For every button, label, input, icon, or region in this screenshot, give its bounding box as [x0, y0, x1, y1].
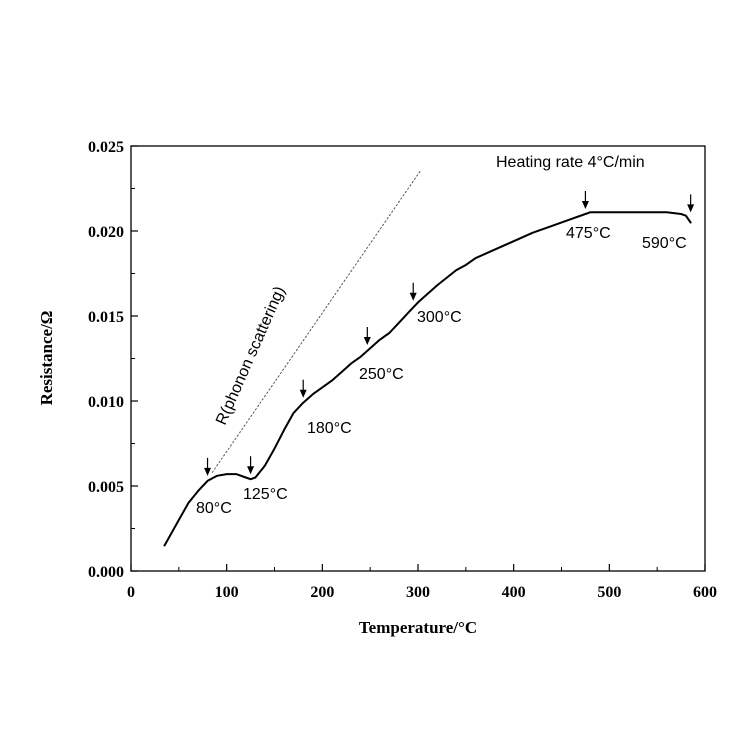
y-tick-labels: 0.000 0.005 0.010 0.015 0.020 0.025 [88, 139, 124, 581]
x-tick-label: 400 [502, 584, 526, 601]
x-axis-title: Temperature/°C [359, 618, 477, 637]
annotation-475c: 475°C [566, 225, 611, 242]
axis-ticks [130, 145, 706, 572]
arrow-head [204, 467, 212, 476]
x-tick-label: 500 [597, 584, 621, 601]
y-tick-label: 0.015 [88, 309, 124, 326]
arrow-head [363, 337, 371, 345]
x-tick-label: 0 [127, 584, 135, 601]
y-axis-title: Resistance/Ω [37, 311, 56, 406]
annotation-300c: 300°C [417, 309, 462, 326]
series-layer [163, 171, 692, 547]
annotation-250c: 250°C [359, 366, 404, 383]
y-tick-label: 0.025 [88, 139, 124, 156]
arrow-head [247, 466, 255, 475]
resistance-curve [163, 211, 692, 547]
annotation-590c: 590°C [642, 235, 687, 252]
x-tick-label: 600 [693, 584, 717, 601]
arrow-head [687, 204, 695, 213]
y-tick-label: 0.000 [88, 564, 124, 581]
arrow-head [299, 389, 307, 398]
annotation-heating-rate: Heating rate 4°C/min [496, 154, 645, 171]
arrow-head [581, 201, 589, 209]
annotation-125c: 125°C [243, 486, 288, 503]
y-tick-label: 0.005 [88, 479, 124, 496]
x-tick-label: 200 [310, 584, 334, 601]
y-tick-label: 0.020 [88, 224, 124, 241]
annotation-80c: 80°C [196, 500, 232, 517]
annotation-180c: 180°C [307, 420, 352, 437]
x-tick-labels: 0 100 200 300 400 500 600 [127, 584, 717, 601]
x-tick-label: 100 [215, 584, 239, 601]
phonon-scattering-line [211, 171, 421, 473]
annotation-arrows [204, 191, 695, 476]
y-tick-label: 0.010 [88, 394, 124, 411]
annotation-phonon-line: R(phonon scattering) [213, 284, 289, 428]
arrow-head [409, 292, 417, 301]
x-tick-label: 300 [406, 584, 430, 601]
